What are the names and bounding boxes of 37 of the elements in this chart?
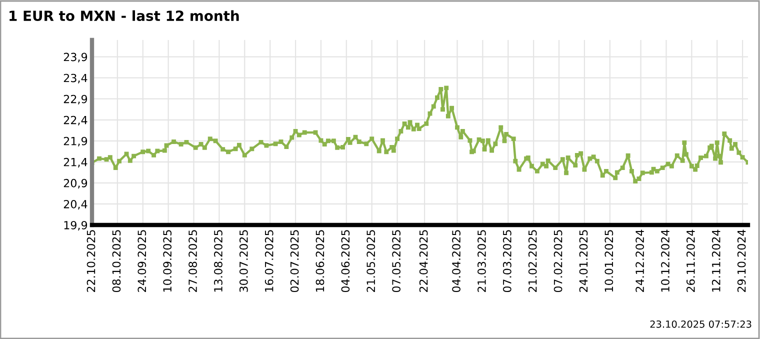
y-tick-label: 21,9 bbox=[64, 136, 88, 146]
y-tick-label: 20,9 bbox=[64, 178, 88, 188]
y-tick-label: 22,9 bbox=[64, 94, 88, 104]
x-tick-label: 21.02.2025 bbox=[528, 230, 537, 292]
x-tick-label: 24.09.2025 bbox=[138, 230, 146, 292]
x-tick-label: 07.02.2025 bbox=[554, 230, 562, 292]
x-tick-label: 30.07.2025 bbox=[239, 230, 248, 292]
y-tick-label: 21,4 bbox=[64, 158, 88, 168]
x-tick-label: 12.11.2024 bbox=[712, 230, 720, 292]
x-tick-label: 27.08.2025 bbox=[188, 230, 197, 292]
x-tick-label: 08.10.2025 bbox=[112, 230, 121, 292]
x-tick-label: 10.09.2025 bbox=[163, 230, 172, 292]
x-tick-label: 26.11.2024 bbox=[686, 230, 695, 292]
x-tick-label: 04.06.2025 bbox=[341, 230, 350, 292]
x-tick-label: 16.07.2025 bbox=[264, 230, 274, 292]
x-tick-label: 24.12.2024 bbox=[636, 230, 644, 292]
y-tick-label: 23,4 bbox=[64, 74, 88, 84]
x-tick-label: 07.03.2025 bbox=[502, 230, 512, 292]
x-tick-label: 13.08.2025 bbox=[214, 230, 222, 292]
x-tick-label: 04.04.2025 bbox=[452, 230, 460, 292]
x-tick-label: 07.05.2025 bbox=[392, 230, 401, 292]
chart-title: 1 EUR to MXN - last 12 month bbox=[10, 10, 239, 22]
y-tick-label: 23,9 bbox=[64, 52, 88, 62]
x-tick-label: 10.12.2024 bbox=[661, 230, 670, 292]
x-tick-label: 22.04.2025 bbox=[419, 230, 428, 292]
y-tick-label: 22,4 bbox=[64, 116, 88, 126]
x-tick-label: 21.05.2025 bbox=[366, 230, 376, 292]
x-tick-label: 18.06.2025 bbox=[316, 230, 324, 292]
y-tick-label: 20,4 bbox=[64, 200, 88, 210]
x-tick-label: 10.01.2025 bbox=[604, 230, 614, 292]
x-tick-label: 21.03.2025 bbox=[478, 230, 486, 292]
y-tick-label: 19,9 bbox=[64, 220, 88, 231]
x-tick-label: 24.01.2025 bbox=[579, 230, 588, 292]
text: 23.10.2025 07:57:23 bbox=[650, 320, 752, 328]
x-tick-label: 29.10.2024 bbox=[737, 230, 746, 292]
x-tick-label: 02.07.2025 bbox=[290, 230, 299, 292]
x-tick-label: 22.10.2025 bbox=[86, 230, 96, 292]
